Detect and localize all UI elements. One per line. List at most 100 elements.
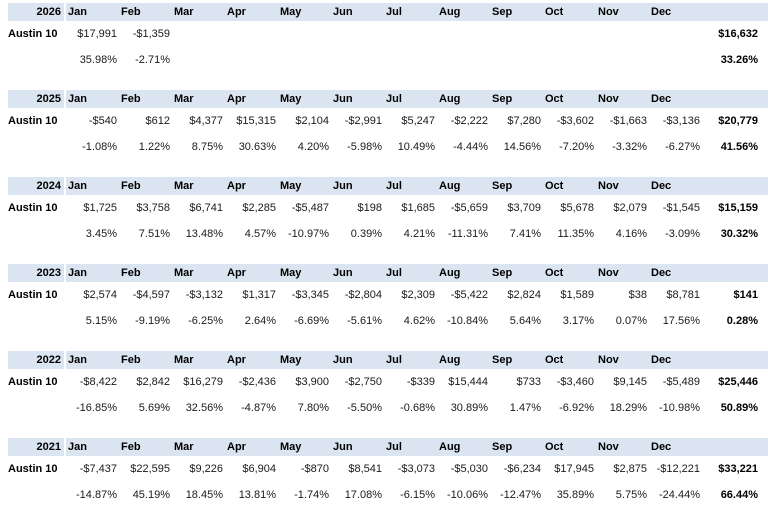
month-percent: 13.81%: [238, 489, 276, 501]
month-header-oct: Oct: [545, 93, 564, 105]
month-header-dec: Dec: [651, 441, 672, 453]
month-header-dec: Dec: [651, 93, 672, 105]
month-value: -$12,221: [656, 463, 700, 475]
month-header-sep: Sep: [492, 93, 513, 105]
month-header-oct: Oct: [545, 441, 564, 453]
month-percent: 7.51%: [138, 228, 170, 240]
month-percent: -6.27%: [665, 141, 700, 153]
month-value: $9,145: [613, 376, 647, 388]
month-header-feb: Feb: [121, 180, 141, 192]
month-value: $2,574: [83, 289, 117, 301]
month-percent: 30.63%: [238, 141, 276, 153]
month-value: -$5,659: [450, 202, 488, 214]
row-label: Austin 10: [8, 28, 58, 40]
month-percent: 18.29%: [609, 402, 647, 414]
month-header-apr: Apr: [227, 93, 246, 105]
row-label: Austin 10: [8, 202, 58, 214]
month-header-may: May: [280, 441, 302, 453]
month-header-row: 2022 Jan Feb Mar Apr May Jun Jul Aug Sep…: [0, 351, 768, 369]
month-header-dec: Dec: [651, 267, 672, 279]
month-header-aug: Aug: [439, 93, 461, 105]
month-percent: -1.74%: [294, 489, 329, 501]
month-value: -$1,359: [132, 28, 170, 40]
month-value: -$2,222: [450, 115, 488, 127]
month-value: $1,685: [401, 202, 435, 214]
month-header-row: 2025 Jan Feb Mar Apr May Jun Jul Aug Sep…: [0, 90, 768, 108]
percent-row: -16.85% 5.69% 32.56% -4.87% 7.80% -5.50%…: [0, 395, 768, 421]
month-value: $22,595: [130, 463, 170, 475]
month-percent: -3.32%: [612, 141, 647, 153]
month-header-nov: Nov: [598, 180, 619, 192]
dollar-row: Austin 10 -$8,422 $2,842 $16,279 -$2,436…: [0, 369, 768, 395]
month-value: -$3,073: [397, 463, 435, 475]
total-percent-value: 33.26%: [720, 54, 758, 66]
month-header-jul: Jul: [386, 267, 402, 279]
year-block: 2024 Jan Feb Mar Apr May Jun Jul Aug Sep…: [0, 177, 768, 247]
month-percent: -5.98%: [347, 141, 382, 153]
row-label: Austin 10: [8, 463, 58, 475]
month-header-feb: Feb: [121, 354, 141, 366]
month-value: $733: [516, 376, 541, 388]
year-label: 2021: [0, 438, 66, 456]
month-percent: -6.92%: [559, 402, 594, 414]
month-value: $38: [628, 289, 647, 301]
month-percent: 32.56%: [185, 402, 223, 414]
dollar-row: Austin 10 $2,574 -$4,597 -$3,132 $1,317 …: [0, 282, 768, 308]
month-header-jul: Jul: [386, 93, 402, 105]
month-header-aug: Aug: [439, 267, 461, 279]
month-header-jun: Jun: [333, 180, 353, 192]
row-label: Austin 10: [8, 115, 58, 127]
month-value: -$5,487: [291, 202, 329, 214]
month-percent: 14.56%: [503, 141, 541, 153]
month-value: -$5,489: [662, 376, 700, 388]
month-header-nov: Nov: [598, 441, 619, 453]
month-header-apr: Apr: [227, 6, 246, 18]
month-percent: -4.44%: [453, 141, 488, 153]
month-value: -$2,804: [344, 289, 382, 301]
year-block: 2021 Jan Feb Mar Apr May Jun Jul Aug Sep…: [0, 438, 768, 508]
month-value: -$540: [88, 115, 117, 127]
month-value: $6,904: [242, 463, 276, 475]
month-percent: 30.89%: [450, 402, 488, 414]
month-header-sep: Sep: [492, 441, 513, 453]
month-value: $2,079: [613, 202, 647, 214]
month-percent: 11.35%: [557, 228, 595, 240]
month-header-may: May: [280, 267, 302, 279]
month-value: $17,945: [554, 463, 594, 475]
month-header-jul: Jul: [386, 180, 402, 192]
month-value: -$1,545: [662, 202, 700, 214]
month-value: -$8,422: [79, 376, 117, 388]
month-value: -$2,436: [238, 376, 276, 388]
month-value: $3,900: [295, 376, 329, 388]
month-value: $8,541: [348, 463, 382, 475]
month-percent: -1.08%: [82, 141, 117, 153]
dollar-row: Austin 10 -$7,437 $22,595 $9,226 $6,904 …: [0, 456, 768, 482]
month-percent: 13.48%: [185, 228, 223, 240]
row-label: Austin 10: [8, 376, 58, 388]
month-header-jun: Jun: [333, 354, 353, 366]
month-percent: -0.68%: [400, 402, 435, 414]
month-header-nov: Nov: [598, 6, 619, 18]
row-label: Austin 10: [8, 289, 58, 301]
month-header-row: 2026 Jan Feb Mar Apr May Jun Jul Aug Sep…: [0, 3, 768, 21]
month-percent: 5.75%: [615, 489, 647, 501]
month-percent: -10.84%: [447, 315, 488, 327]
month-header-mar: Mar: [174, 441, 194, 453]
total-dollar-value: $15,159: [718, 202, 758, 214]
percent-row: -14.87% 45.19% 18.45% 13.81% -1.74% 17.0…: [0, 482, 768, 508]
month-header-mar: Mar: [174, 180, 194, 192]
month-percent: 10.49%: [397, 141, 435, 153]
month-header-jul: Jul: [386, 354, 402, 366]
month-header-may: May: [280, 6, 302, 18]
month-value: $3,758: [136, 202, 170, 214]
month-header-jul: Jul: [386, 441, 402, 453]
month-percent: -14.87%: [76, 489, 117, 501]
month-header-mar: Mar: [174, 267, 194, 279]
month-header-nov: Nov: [598, 93, 619, 105]
month-value: $2,842: [136, 376, 170, 388]
month-value: $4,377: [189, 115, 223, 127]
month-value: $16,279: [183, 376, 223, 388]
total-percent-value: 30.32%: [720, 228, 758, 240]
month-value: $15,315: [236, 115, 276, 127]
month-percent: -7.20%: [559, 141, 594, 153]
